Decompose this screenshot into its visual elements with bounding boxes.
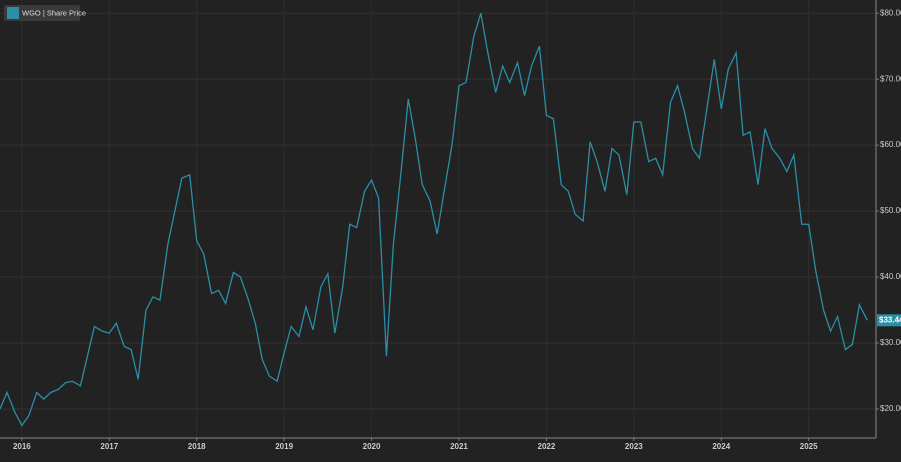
x-tick-label: 2020: [363, 442, 381, 451]
x-tick-label: 2023: [625, 442, 643, 451]
x-tick-label: 2025: [800, 442, 818, 451]
price-line: [0, 13, 868, 427]
y-tick-label: $80.00: [880, 8, 901, 17]
y-tick-label: $20.00: [880, 404, 901, 413]
price-tag-label: $33.44: [879, 315, 901, 324]
x-tick-label: 2024: [712, 442, 730, 451]
x-tick-label: 2022: [538, 442, 556, 451]
y-tick-label: $70.00: [880, 74, 901, 83]
x-tick-label: 2019: [275, 442, 293, 451]
legend-swatch: [7, 7, 19, 19]
legend-label: WGO | Share Price: [22, 8, 86, 17]
legend-box: [4, 5, 80, 21]
price-tag: [877, 314, 901, 327]
x-tick-label: 2018: [188, 442, 206, 451]
y-tick-label: $30.00: [880, 338, 901, 347]
y-tick-label: $50.00: [880, 206, 901, 215]
y-tick-label: $40.00: [880, 272, 901, 281]
legend: WGO | Share Price: [4, 5, 86, 21]
x-tick-label: 2021: [450, 442, 468, 451]
y-tick-label: $60.00: [880, 140, 901, 149]
x-tick-label: 2017: [100, 442, 118, 451]
x-tick-label: 2016: [13, 442, 31, 451]
